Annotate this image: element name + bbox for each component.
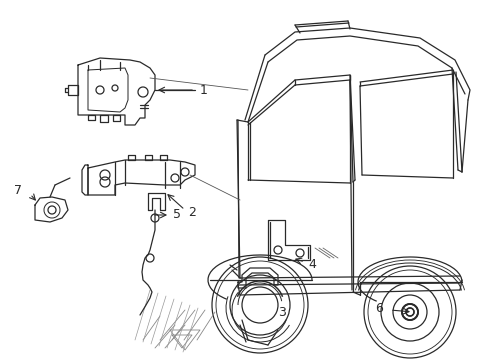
Text: 4: 4	[307, 258, 315, 271]
Text: 1: 1	[200, 84, 207, 96]
Text: 6: 6	[374, 302, 382, 315]
Text: 5: 5	[173, 208, 181, 221]
Text: 7: 7	[14, 184, 22, 197]
Text: 2: 2	[187, 207, 196, 220]
Text: 3: 3	[278, 306, 285, 319]
